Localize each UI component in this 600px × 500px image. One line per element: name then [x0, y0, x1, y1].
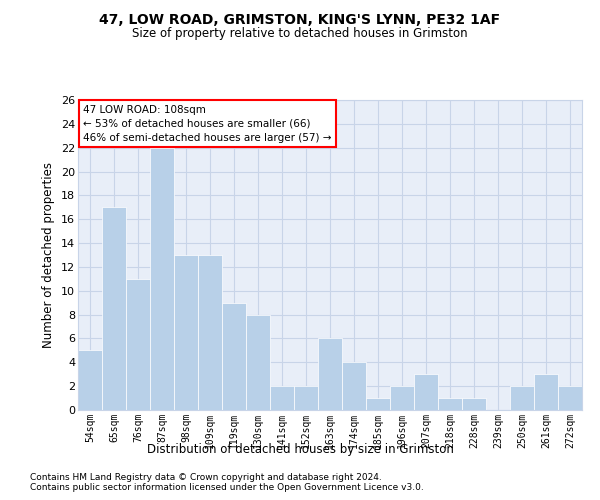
Bar	[558, 386, 582, 410]
Bar	[510, 386, 534, 410]
Bar	[390, 386, 414, 410]
Text: 47 LOW ROAD: 108sqm
← 53% of detached houses are smaller (66)
46% of semi-detach: 47 LOW ROAD: 108sqm ← 53% of detached ho…	[83, 104, 332, 142]
Text: Contains HM Land Registry data © Crown copyright and database right 2024.: Contains HM Land Registry data © Crown c…	[30, 472, 382, 482]
Bar	[438, 398, 462, 410]
Bar	[294, 386, 318, 410]
Y-axis label: Number of detached properties: Number of detached properties	[43, 162, 55, 348]
Bar	[150, 148, 174, 410]
Bar	[414, 374, 438, 410]
Bar	[174, 255, 198, 410]
Bar	[126, 279, 150, 410]
Bar	[270, 386, 294, 410]
Bar	[534, 374, 558, 410]
Bar	[198, 255, 222, 410]
Bar	[462, 398, 486, 410]
Bar	[366, 398, 390, 410]
Bar	[78, 350, 102, 410]
Text: Distribution of detached houses by size in Grimston: Distribution of detached houses by size …	[146, 442, 454, 456]
Bar	[102, 208, 126, 410]
Bar	[342, 362, 366, 410]
Bar	[318, 338, 342, 410]
Text: Contains public sector information licensed under the Open Government Licence v3: Contains public sector information licen…	[30, 484, 424, 492]
Bar	[246, 314, 270, 410]
Text: 47, LOW ROAD, GRIMSTON, KING'S LYNN, PE32 1AF: 47, LOW ROAD, GRIMSTON, KING'S LYNN, PE3…	[100, 12, 500, 26]
Text: Size of property relative to detached houses in Grimston: Size of property relative to detached ho…	[132, 28, 468, 40]
Bar	[222, 302, 246, 410]
